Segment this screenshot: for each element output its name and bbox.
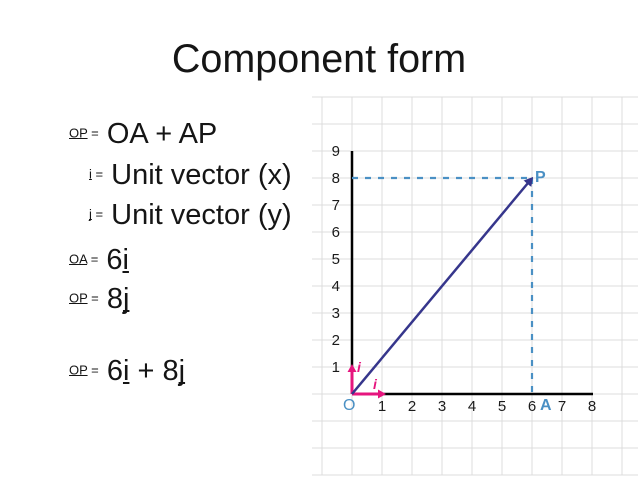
- svg-text:2: 2: [408, 398, 416, 415]
- svg-text:8: 8: [588, 398, 596, 415]
- svg-text:A: A: [540, 397, 552, 414]
- svg-text:7: 7: [332, 197, 340, 214]
- svg-text:6: 6: [528, 398, 536, 415]
- svg-text:5: 5: [332, 251, 340, 268]
- svg-text:4: 4: [332, 278, 340, 295]
- svg-text:1: 1: [332, 359, 340, 376]
- svg-text:9: 9: [332, 143, 340, 160]
- svg-text:3: 3: [332, 305, 340, 322]
- svg-text:4: 4: [468, 398, 476, 415]
- svg-text:O: O: [343, 397, 355, 414]
- svg-text:P: P: [535, 169, 546, 186]
- svg-text:5: 5: [498, 398, 506, 415]
- svg-text:i: i: [373, 376, 378, 392]
- svg-text:7: 7: [558, 398, 566, 415]
- svg-text:3: 3: [438, 398, 446, 415]
- svg-text:8: 8: [332, 170, 340, 187]
- svg-text:6: 6: [332, 224, 340, 241]
- svg-text:2: 2: [332, 332, 340, 349]
- svg-text:1: 1: [378, 398, 386, 415]
